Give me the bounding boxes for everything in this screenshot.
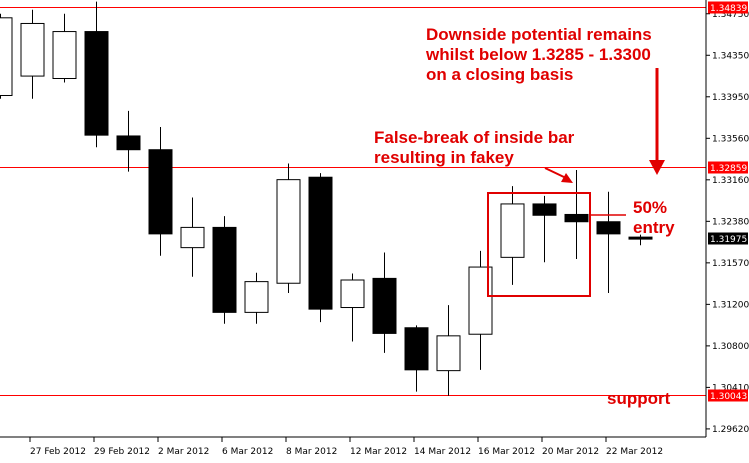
level-lines (0, 7, 706, 396)
level-label-box-3 (708, 389, 748, 402)
candle-body-14 (436, 335, 461, 372)
y-tick-label-2: 1.33950 (712, 93, 749, 103)
level-label-0: 1.34839 (710, 4, 747, 14)
y-tick-label-0: 1.34750 (712, 10, 749, 20)
candle-body-9 (276, 179, 301, 284)
candle-body-20 (628, 236, 653, 240)
y-tick-label-8: 1.30800 (712, 342, 749, 352)
x-tick-label-2: 2 Mar 2012 (158, 447, 209, 457)
candle-body-15 (468, 266, 493, 335)
fakey-arrow-shaft (544, 167, 567, 179)
candle-body-13 (404, 327, 429, 371)
candle-body-16 (500, 203, 525, 258)
candle-body-6 (180, 226, 205, 249)
candle-body-4 (116, 135, 141, 151)
downside-annotation: Downside potential remains whilst below … (425, 25, 657, 84)
x-tick-label-9: 22 Mar 2012 (606, 447, 663, 457)
candles (0, 1, 653, 396)
y-tick-label-9: 1.30410 (712, 383, 749, 393)
candle-body-17 (532, 203, 557, 216)
candle-body-19 (596, 221, 621, 235)
x-tick-label-0: 27 Feb 2012 (30, 447, 86, 457)
candle-body-10 (308, 176, 333, 310)
y-tick-label-1: 1.34350 (712, 51, 749, 61)
y-tick-label-10: 1.29620 (712, 425, 749, 435)
level-label-box-0 (708, 1, 748, 14)
x-tick-label-4: 8 Mar 2012 (286, 447, 337, 457)
candle-body-5 (148, 149, 173, 235)
x-tick-label-7: 16 Mar 2012 (478, 447, 535, 457)
x-tick-label-3: 6 Mar 2012 (222, 447, 273, 457)
candle-body-12 (372, 277, 397, 334)
x-tick-label-6: 14 Mar 2012 (414, 447, 471, 457)
level-label-1: 1.32859 (710, 164, 747, 174)
y-tick-label-5: 1.32380 (712, 217, 749, 227)
y-tick-label-6: 1.31570 (712, 259, 749, 269)
level-price-labels: 1.34839 1.32859 1.31975 1.30043 (708, 1, 748, 402)
x-tick-label-5: 12 Mar 2012 (350, 447, 407, 457)
level-label-box-2 (708, 232, 748, 245)
level-label-3: 1.30043 (710, 392, 747, 402)
entry-annotation: 50% entry (633, 198, 675, 237)
level-label-2: 1.31975 (710, 235, 747, 245)
x-tick-label-1: 29 Feb 2012 (94, 447, 150, 457)
candle-body-11 (340, 279, 365, 309)
candle-body-2 (52, 31, 77, 79)
candle-body-18 (564, 213, 589, 223)
y-tick-label-4: 1.33160 (712, 176, 749, 186)
time-axis-ticks: 27 Feb 2012 29 Feb 2012 2 Mar 2012 6 Mar 20… (29, 437, 663, 457)
fakey-annotation: False-break of inside bar resulting in f… (374, 128, 579, 167)
candle-body-3 (84, 31, 109, 136)
inside-bar-highlight-box (487, 192, 591, 297)
candle-body-1 (20, 22, 45, 77)
level-label-box-1 (708, 161, 748, 174)
x-tick-label-8: 20 Mar 2012 (542, 447, 599, 457)
candle-body-0 (0, 17, 13, 96)
price-axis-ticks: 1.34750 1.34350 1.33950 1.33560 1.33160 1.323… (706, 10, 749, 435)
downside-arrow-head (649, 160, 665, 175)
fakey-arrow-head (561, 173, 573, 183)
candle-body-8 (244, 281, 269, 313)
y-tick-label-3: 1.33560 (712, 134, 749, 144)
support-annotation: support (607, 389, 671, 408)
candle-body-7 (212, 226, 237, 313)
y-tick-label-7: 1.31200 (712, 300, 749, 310)
